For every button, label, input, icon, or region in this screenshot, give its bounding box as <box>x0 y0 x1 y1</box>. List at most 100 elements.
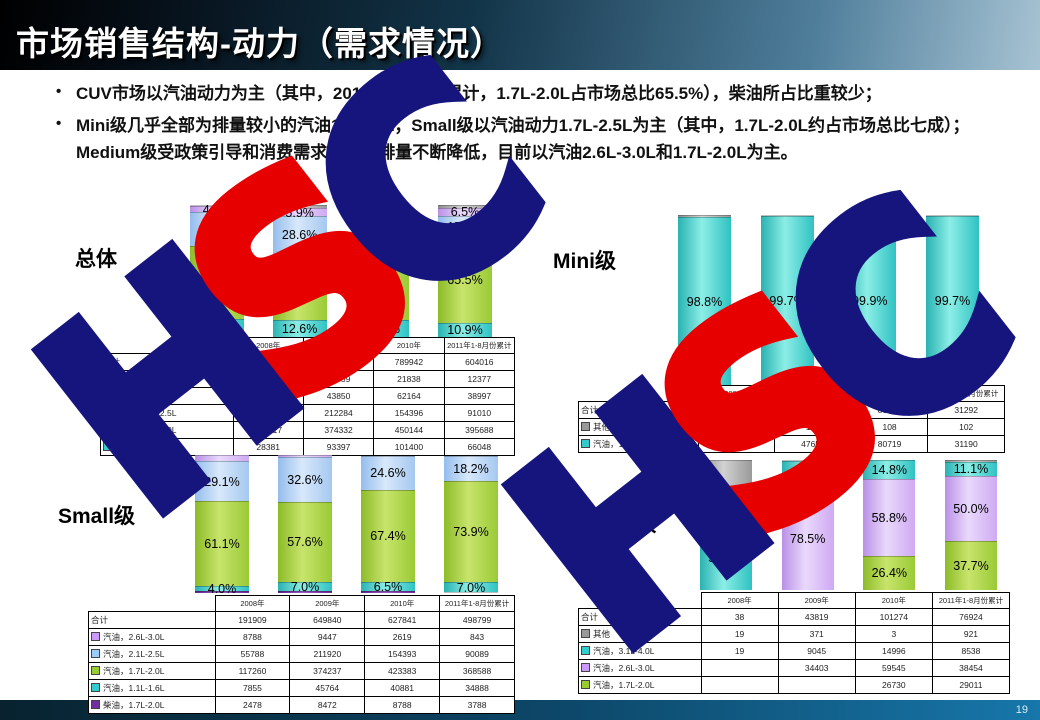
legend-swatch <box>91 700 100 709</box>
percent-label: 19.5% <box>364 225 401 240</box>
table-header-year: 2009年 <box>289 595 366 612</box>
bar-segment: 50.0% <box>944 476 997 541</box>
table-cell: 741422 <box>302 353 375 371</box>
legend-swatch <box>91 649 100 658</box>
legend-swatch <box>581 663 590 672</box>
percent-label: 50.0% <box>708 486 744 500</box>
bar-segment <box>925 215 979 216</box>
percent-label: 50.5% <box>281 280 318 295</box>
table-corner <box>89 596 216 612</box>
table-header-year: 2008年 <box>232 337 304 354</box>
table-row: 汽油，2.6L-3.0L 8788 43850 62164 38997 <box>100 387 516 405</box>
table-cell: 9447 <box>289 628 366 646</box>
table-cell: 423383 <box>364 662 441 680</box>
bar-segment: 50.0% <box>700 525 752 590</box>
legend-swatch <box>91 683 100 692</box>
table-cell: 368588 <box>439 662 515 680</box>
bar-segment: 50.5% <box>272 253 327 321</box>
stacked-bar: 6.5% 67.4% 24.6% <box>361 454 415 594</box>
table-cell: 43819 <box>777 608 856 626</box>
stacked-bar: 37.7% 50.0% 11.1% <box>944 460 997 590</box>
stacked-bar-chart: 4.0% 61.1% 29.1% 7.0% 57.6% 32.6% 6.5% 67.4% 24.… <box>195 454 498 596</box>
summary-bullets: CUV市场以汽油动力为主（其中，2011年1-8月份累计，1.7L-2.0L占市… <box>52 80 1002 171</box>
table-cell: 55788 <box>214 645 291 663</box>
table-header-year: 2008年 <box>700 592 779 609</box>
table-header-year: 2009年 <box>774 385 852 402</box>
percent-label: 50.0% <box>953 502 989 516</box>
bar-segment <box>361 454 415 456</box>
bar-segment <box>278 591 332 593</box>
bar-segment <box>190 205 244 207</box>
table-cell: 211920 <box>289 645 366 663</box>
bar-segment <box>444 591 498 593</box>
table-cell: 31292 <box>927 401 1005 419</box>
row-label: 其他 <box>578 418 699 436</box>
table-header-year: 2010年 <box>854 592 933 609</box>
percent-label: 26.2% <box>199 222 235 237</box>
bar-segment: 10.9% <box>437 322 492 337</box>
table-cell: 43850 <box>302 387 375 405</box>
table-cell <box>700 676 779 694</box>
legend-swatch <box>581 680 590 689</box>
percent-label: 18.2% <box>453 461 489 476</box>
stacked-bar: 99.7% <box>760 215 814 385</box>
table-cell: 8788 <box>364 696 441 714</box>
table-cell: 14996 <box>854 642 933 660</box>
bar-segment: 15.1% <box>437 216 492 237</box>
bar-segment: 18.2% <box>444 456 498 481</box>
percent-label: 20.6% <box>789 468 826 483</box>
table-cell: 921 <box>931 625 1011 643</box>
row-label: 汽油，1.1L-1.6L <box>88 679 216 697</box>
table-cell: 20718 <box>697 435 776 453</box>
table-cell: 7855 <box>214 679 291 697</box>
table-row: 汽油，1.7L-2.0L 117817 374332 450144 395688 <box>100 421 516 439</box>
row-label: 合计 <box>100 353 234 371</box>
stacked-bar: 12.6% 50.5% 28.6% 5.9% <box>272 205 327 337</box>
table-row: 其他 2818 17559 21838 12377 <box>100 370 516 388</box>
table-cell: 450144 <box>373 421 445 439</box>
legend-swatch <box>581 629 590 638</box>
chart-title: 总体 <box>75 248 117 271</box>
table-cell: 191909 <box>214 611 291 629</box>
table-cell: 154396 <box>373 404 445 422</box>
table-cell: 47653 <box>774 435 852 453</box>
table-header-year: 2010年 <box>364 595 441 612</box>
table-row: 汽油，1.7L-2.0L 117260 374237 423383 368588 <box>88 662 515 680</box>
bar-segment: 57.0% <box>355 244 410 321</box>
table-cell: 20976 <box>697 401 776 419</box>
percent-label: 99.7% <box>769 294 805 308</box>
bullet-item: CUV市场以汽油动力为主（其中，2011年1-8月份累计，1.7L-2.0L占市… <box>52 80 1002 108</box>
table-cell: 843 <box>439 628 515 646</box>
bar-segment: 11.1% <box>944 461 997 476</box>
stacked-bar: 99.9% <box>843 215 897 385</box>
row-label: 汽油，1.1L-1.6L <box>100 438 234 456</box>
table-cell: 8788 <box>214 628 291 646</box>
bar-segment: 28.6% <box>272 215 327 254</box>
percent-label: 5.9% <box>285 205 314 220</box>
table-cell: 47781 <box>774 401 852 419</box>
bar-segment: 5.9% <box>272 206 327 220</box>
percent-label: 7.0% <box>456 580 486 595</box>
table-cell: 38454 <box>931 659 1011 677</box>
table-cell: 3 <box>854 625 933 643</box>
table-cell: 17559 <box>302 370 375 388</box>
stacked-bar-chart: 50.0% 50.0% 78.5% 20.6% 26.4% 58.8% 14.8% 37.7%… <box>700 460 997 590</box>
bar-segment: 50.0% <box>700 460 752 525</box>
data-table: 2008年 2009年 2010年 2011年1-8月份累计 合计 20976 47781 8… <box>578 385 1005 453</box>
table-row: 汽油，2.1L-2.5L 55788 211920 154393 90089 <box>88 645 515 663</box>
row-label: 其他 <box>100 370 234 388</box>
legend-swatch <box>91 666 100 675</box>
bar-segment: 14.8% <box>863 460 916 480</box>
bar-segment: 55.3% <box>190 246 244 320</box>
legend-swatch <box>581 646 590 655</box>
table-header-year: 2011年1-8月份累计 <box>439 595 515 612</box>
table-cell: 38 <box>700 608 779 626</box>
bar-segment: 6.5% <box>437 205 492 219</box>
table-cell: 257 <box>697 418 776 436</box>
percent-label: 13.3% <box>199 321 235 336</box>
row-label: 汽油，1.7L-2.0L <box>88 662 216 680</box>
table-cell: 55808 <box>232 404 304 422</box>
table-cell: 38997 <box>443 387 516 405</box>
legend-swatch <box>103 425 112 434</box>
bar-segment: 58.8% <box>863 479 916 556</box>
